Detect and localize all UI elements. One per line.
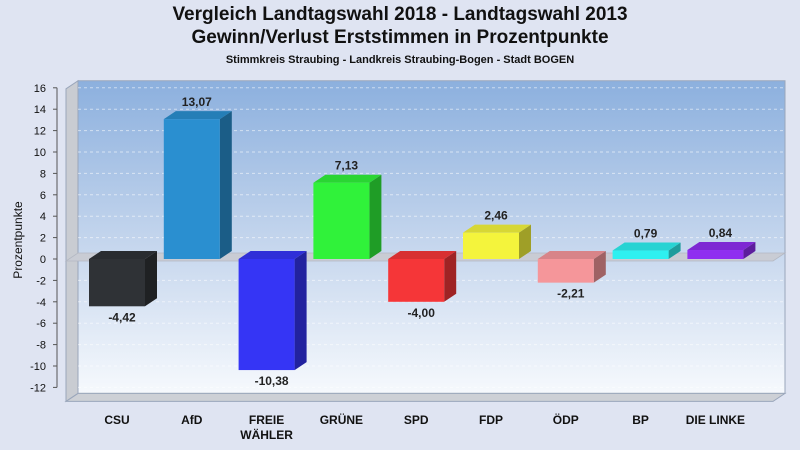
y-tick-label: -6	[36, 318, 46, 330]
chart-title: Vergleich Landtagswahl 2018 - Landtagswa…	[172, 4, 628, 25]
bar	[163, 111, 232, 259]
chart-subtitle: Gewinn/Verlust Erststimmen in Prozentpun…	[191, 27, 609, 48]
bar-value-label: 7,13	[335, 159, 359, 173]
bar	[687, 242, 756, 259]
bar	[612, 242, 681, 259]
bar-side	[668, 242, 681, 259]
bars	[89, 111, 756, 371]
y-tick-label: 12	[34, 126, 46, 138]
bar-side	[219, 111, 232, 259]
bar-side	[369, 174, 382, 259]
y-tick-label: -2	[36, 275, 46, 287]
y-tick-label: 10	[34, 147, 46, 159]
bar-side	[519, 224, 531, 259]
x-category-label: BP	[632, 413, 649, 427]
y-tick-label: 8	[40, 168, 46, 180]
bar-front	[313, 182, 370, 259]
plot-floor	[64, 392, 787, 402]
x-category-label: AfD	[181, 413, 203, 427]
bar-value-label: 0,84	[709, 226, 733, 240]
x-category-label: ÖDP	[553, 412, 579, 427]
bar-side	[593, 251, 606, 283]
y-tick-label: 14	[34, 104, 46, 116]
bar-value-label: 2,46	[484, 209, 508, 223]
y-tick-label: -4	[36, 297, 46, 309]
bar-top	[687, 242, 756, 251]
bar	[537, 251, 606, 283]
bar-side	[444, 251, 457, 302]
bar-front	[238, 259, 295, 371]
bar-value-label: -2,21	[557, 287, 585, 301]
y-tick-label: 6	[40, 190, 46, 202]
bar-value-label: -4,00	[408, 306, 436, 320]
y-tick-label: 2	[40, 233, 46, 245]
bar-top	[537, 251, 606, 259]
x-category-label: SPD	[404, 413, 429, 427]
bar-front	[388, 259, 445, 302]
bar	[463, 224, 531, 259]
bar-value-label: 0,79	[634, 227, 658, 241]
y-tick-label: -8	[36, 340, 46, 352]
y-tick-label: 0	[40, 254, 46, 266]
bar-value-label: 13,07	[182, 95, 212, 109]
bar-side	[145, 251, 157, 307]
bar-top	[89, 251, 157, 259]
bar-top	[163, 111, 232, 120]
x-category-label: WÄHLER	[240, 427, 293, 442]
y-tick-label: -10	[30, 361, 46, 373]
bar-top	[612, 242, 681, 251]
bar-front	[89, 259, 145, 307]
y-tick-label: 16	[34, 83, 46, 95]
bar-top	[313, 174, 382, 183]
x-category-label: DIE LINKE	[686, 413, 745, 427]
x-category-label: CSU	[104, 413, 129, 427]
bar-front	[687, 250, 744, 259]
x-category-label: FDP	[479, 413, 503, 427]
bar-front	[163, 119, 220, 259]
bar-side	[294, 251, 307, 371]
y-tick-label: -12	[30, 382, 46, 394]
x-category-label: FREIE	[249, 413, 284, 427]
bar-top	[388, 251, 457, 259]
bar	[238, 251, 307, 371]
bar	[388, 251, 457, 302]
y-axis: 16 14 12 10 8 6 4 2 0 -2 -4 -6 -8 -10 -12	[30, 83, 57, 394]
bar-top	[463, 224, 531, 233]
bar-front	[537, 259, 594, 283]
bar-top	[238, 251, 307, 259]
bar-value-label: -4,42	[108, 310, 136, 324]
plot-side-wall	[65, 79, 79, 403]
value-labels: -4,42 13,07 -10,38 7,13 -4,00 2,46 -2,21 0,79 0,…	[108, 95, 732, 388]
y-axis-label: Prozentpunkte	[11, 201, 25, 279]
bar-value-label: -10,38	[255, 374, 289, 388]
bar-front	[463, 232, 519, 259]
bar-side	[743, 242, 756, 259]
chart-subtitle-region: Stimmkreis Straubing - Landkreis Straubi…	[225, 54, 575, 66]
bar	[89, 251, 157, 307]
bar-front	[612, 250, 669, 259]
x-category-label: GRÜNE	[320, 412, 363, 427]
y-tick-label: 4	[40, 211, 46, 223]
bar	[313, 174, 382, 259]
